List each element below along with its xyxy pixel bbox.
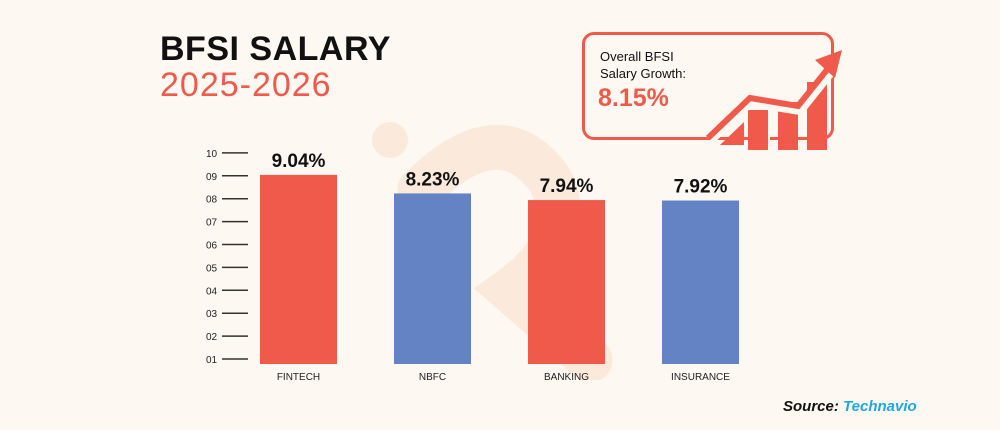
y-tick-label: 07 <box>206 218 218 229</box>
bar-nbfc <box>394 193 471 364</box>
bar-banking <box>528 200 605 364</box>
x-category-label: NBFC <box>419 372 446 383</box>
source-credit: Source: Technavio <box>783 398 917 415</box>
bar-fintech <box>260 174 337 364</box>
y-tick-label: 02 <box>206 332 218 343</box>
source-brand: Technavio <box>843 398 917 415</box>
overall-growth-callout <box>582 32 834 140</box>
y-tick-label: 09 <box>206 172 218 183</box>
y-tick-label: 06 <box>206 241 218 252</box>
callout-value: 8.15% <box>598 84 669 112</box>
data-label: 8.23% <box>406 169 460 190</box>
page-title: BFSI SALARY <box>160 30 391 68</box>
data-label: 9.04% <box>272 151 326 172</box>
x-category-label: FINTECH <box>277 372 320 383</box>
y-tick-label: 04 <box>206 286 218 297</box>
y-tick-label: 01 <box>206 355 218 366</box>
rising-bar-chart-arrow-icon <box>705 50 844 150</box>
y-tick-label: 08 <box>206 195 218 206</box>
page-subtitle: 2025-2026 <box>160 66 332 104</box>
data-label: 7.92% <box>674 177 728 198</box>
callout-label-line2: Salary Growth: <box>600 66 686 81</box>
callout-label-line1: Overall BFSI <box>600 49 674 64</box>
y-tick-label: 03 <box>206 309 218 320</box>
source-label: Source: <box>783 398 839 415</box>
x-category-label: INSURANCE <box>671 372 730 383</box>
bar-insurance <box>662 200 739 364</box>
callout-label: Overall BFSI Salary Growth: <box>600 48 686 82</box>
data-label: 7.94% <box>540 176 594 197</box>
x-category-label: BANKING <box>544 372 589 383</box>
y-tick-label: 10 <box>206 149 218 160</box>
y-tick-label: 05 <box>206 263 218 274</box>
